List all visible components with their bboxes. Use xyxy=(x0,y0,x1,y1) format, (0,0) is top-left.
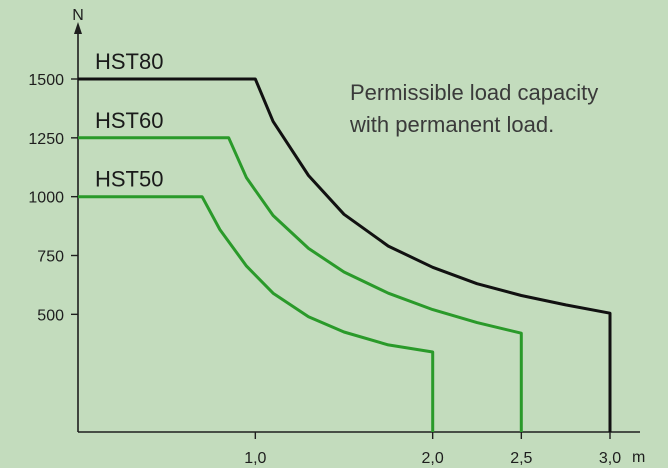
x-tick-label: 2,5 xyxy=(510,450,532,467)
y-tick-label: 500 xyxy=(37,307,64,324)
ticks: 1,0 2,0 2,5 3,0 500 750 1000 1250 1500 xyxy=(28,72,621,467)
chart-annotation: Permissible load capacity with permanent… xyxy=(349,80,598,137)
x-tick-label: 2,0 xyxy=(422,450,444,467)
x-tick-label: 1,0 xyxy=(244,450,266,467)
series-lines xyxy=(78,77,612,432)
annotation-line-1: Permissible load capacity xyxy=(350,80,598,105)
y-axis-arrow xyxy=(74,22,82,34)
series-labels: HST80 HST60 HST50 xyxy=(95,49,163,192)
annotation-line-2: with permanent load. xyxy=(349,112,554,137)
series-label-hst50: HST50 xyxy=(95,167,163,192)
series-label-hst80: HST80 xyxy=(95,49,163,74)
y-tick-label: 1500 xyxy=(28,72,64,89)
series-line-hst80 xyxy=(78,77,612,432)
y-axis-unit-label: N xyxy=(72,7,84,24)
axes: N m xyxy=(72,7,645,466)
y-tick-label: 750 xyxy=(37,249,64,266)
y-tick-label: 1250 xyxy=(28,131,64,148)
y-tick-label: 1000 xyxy=(28,190,64,207)
series-line-hst50 xyxy=(78,195,435,432)
series-line-hst60 xyxy=(78,136,523,432)
x-axis-unit-label: m xyxy=(632,449,645,466)
x-tick-label: 3,0 xyxy=(599,450,621,467)
series-label-hst60: HST60 xyxy=(95,108,163,133)
